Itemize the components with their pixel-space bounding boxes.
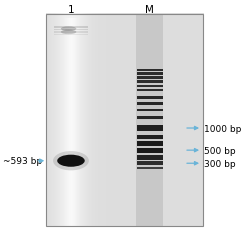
Bar bbox=[137, 117, 163, 119]
Text: 1000 bp: 1000 bp bbox=[204, 124, 242, 133]
Bar bbox=[54, 27, 88, 29]
Ellipse shape bbox=[53, 151, 89, 171]
Bar bbox=[137, 142, 163, 146]
Text: 500 bp: 500 bp bbox=[204, 146, 236, 155]
Bar bbox=[54, 32, 88, 34]
Bar bbox=[137, 77, 163, 79]
Bar bbox=[137, 73, 163, 75]
Bar bbox=[137, 103, 163, 106]
Bar bbox=[137, 167, 163, 169]
Bar bbox=[137, 90, 163, 92]
Bar bbox=[137, 135, 163, 139]
Bar bbox=[137, 156, 163, 160]
Bar bbox=[136, 14, 163, 226]
Bar bbox=[137, 97, 163, 100]
Bar bbox=[46, 14, 203, 226]
Ellipse shape bbox=[61, 27, 76, 32]
Text: 300 bp: 300 bp bbox=[204, 159, 236, 168]
Bar bbox=[54, 35, 88, 36]
Bar bbox=[137, 126, 163, 131]
Text: M: M bbox=[145, 5, 154, 14]
Bar bbox=[54, 29, 88, 31]
Bar bbox=[137, 69, 163, 72]
Bar bbox=[137, 85, 163, 87]
Text: 1: 1 bbox=[68, 5, 74, 14]
Bar bbox=[137, 81, 163, 83]
Bar bbox=[137, 162, 163, 166]
Ellipse shape bbox=[61, 30, 76, 35]
Ellipse shape bbox=[57, 155, 85, 167]
Bar bbox=[137, 109, 163, 112]
Text: ~593 bp: ~593 bp bbox=[3, 156, 42, 166]
Bar bbox=[137, 148, 163, 153]
